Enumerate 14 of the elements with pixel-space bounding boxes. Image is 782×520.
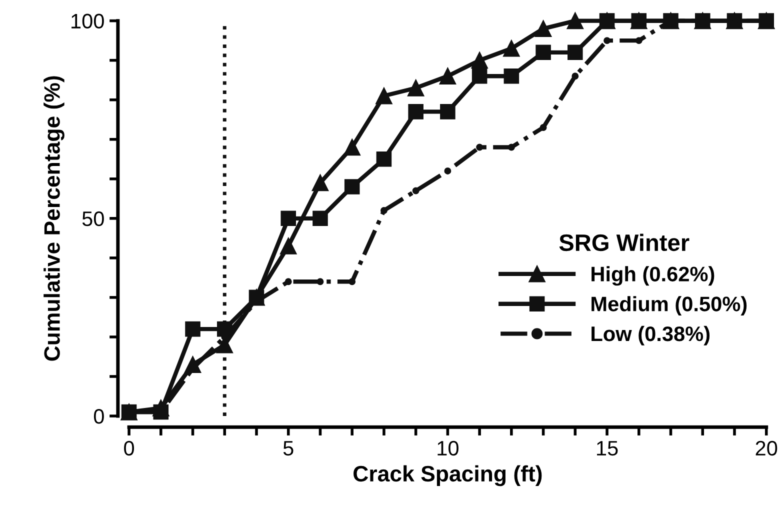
y-tick-label: 0 bbox=[94, 409, 104, 424]
legend-title: SRG Winter bbox=[559, 234, 690, 252]
x-tick-label: 10 bbox=[438, 440, 458, 456]
y-tick-label: 100 bbox=[72, 14, 104, 29]
x-tick-label: 15 bbox=[597, 441, 618, 456]
x-tick-label: 20 bbox=[756, 440, 778, 456]
x-tick-label: 5 bbox=[283, 441, 294, 456]
x-axis-title: Crack Spacing (ft) bbox=[354, 465, 542, 486]
legend-label: Medium (0.50%) bbox=[592, 296, 747, 316]
legend-label: Low (0.38%) bbox=[592, 326, 710, 346]
legend-label: High (0.62%) bbox=[592, 266, 714, 286]
y-tick-label: 50 bbox=[82, 211, 104, 226]
y-axis-title: Cumulative Percentage (%) bbox=[44, 76, 64, 361]
x-tick-label: 0 bbox=[124, 440, 134, 456]
